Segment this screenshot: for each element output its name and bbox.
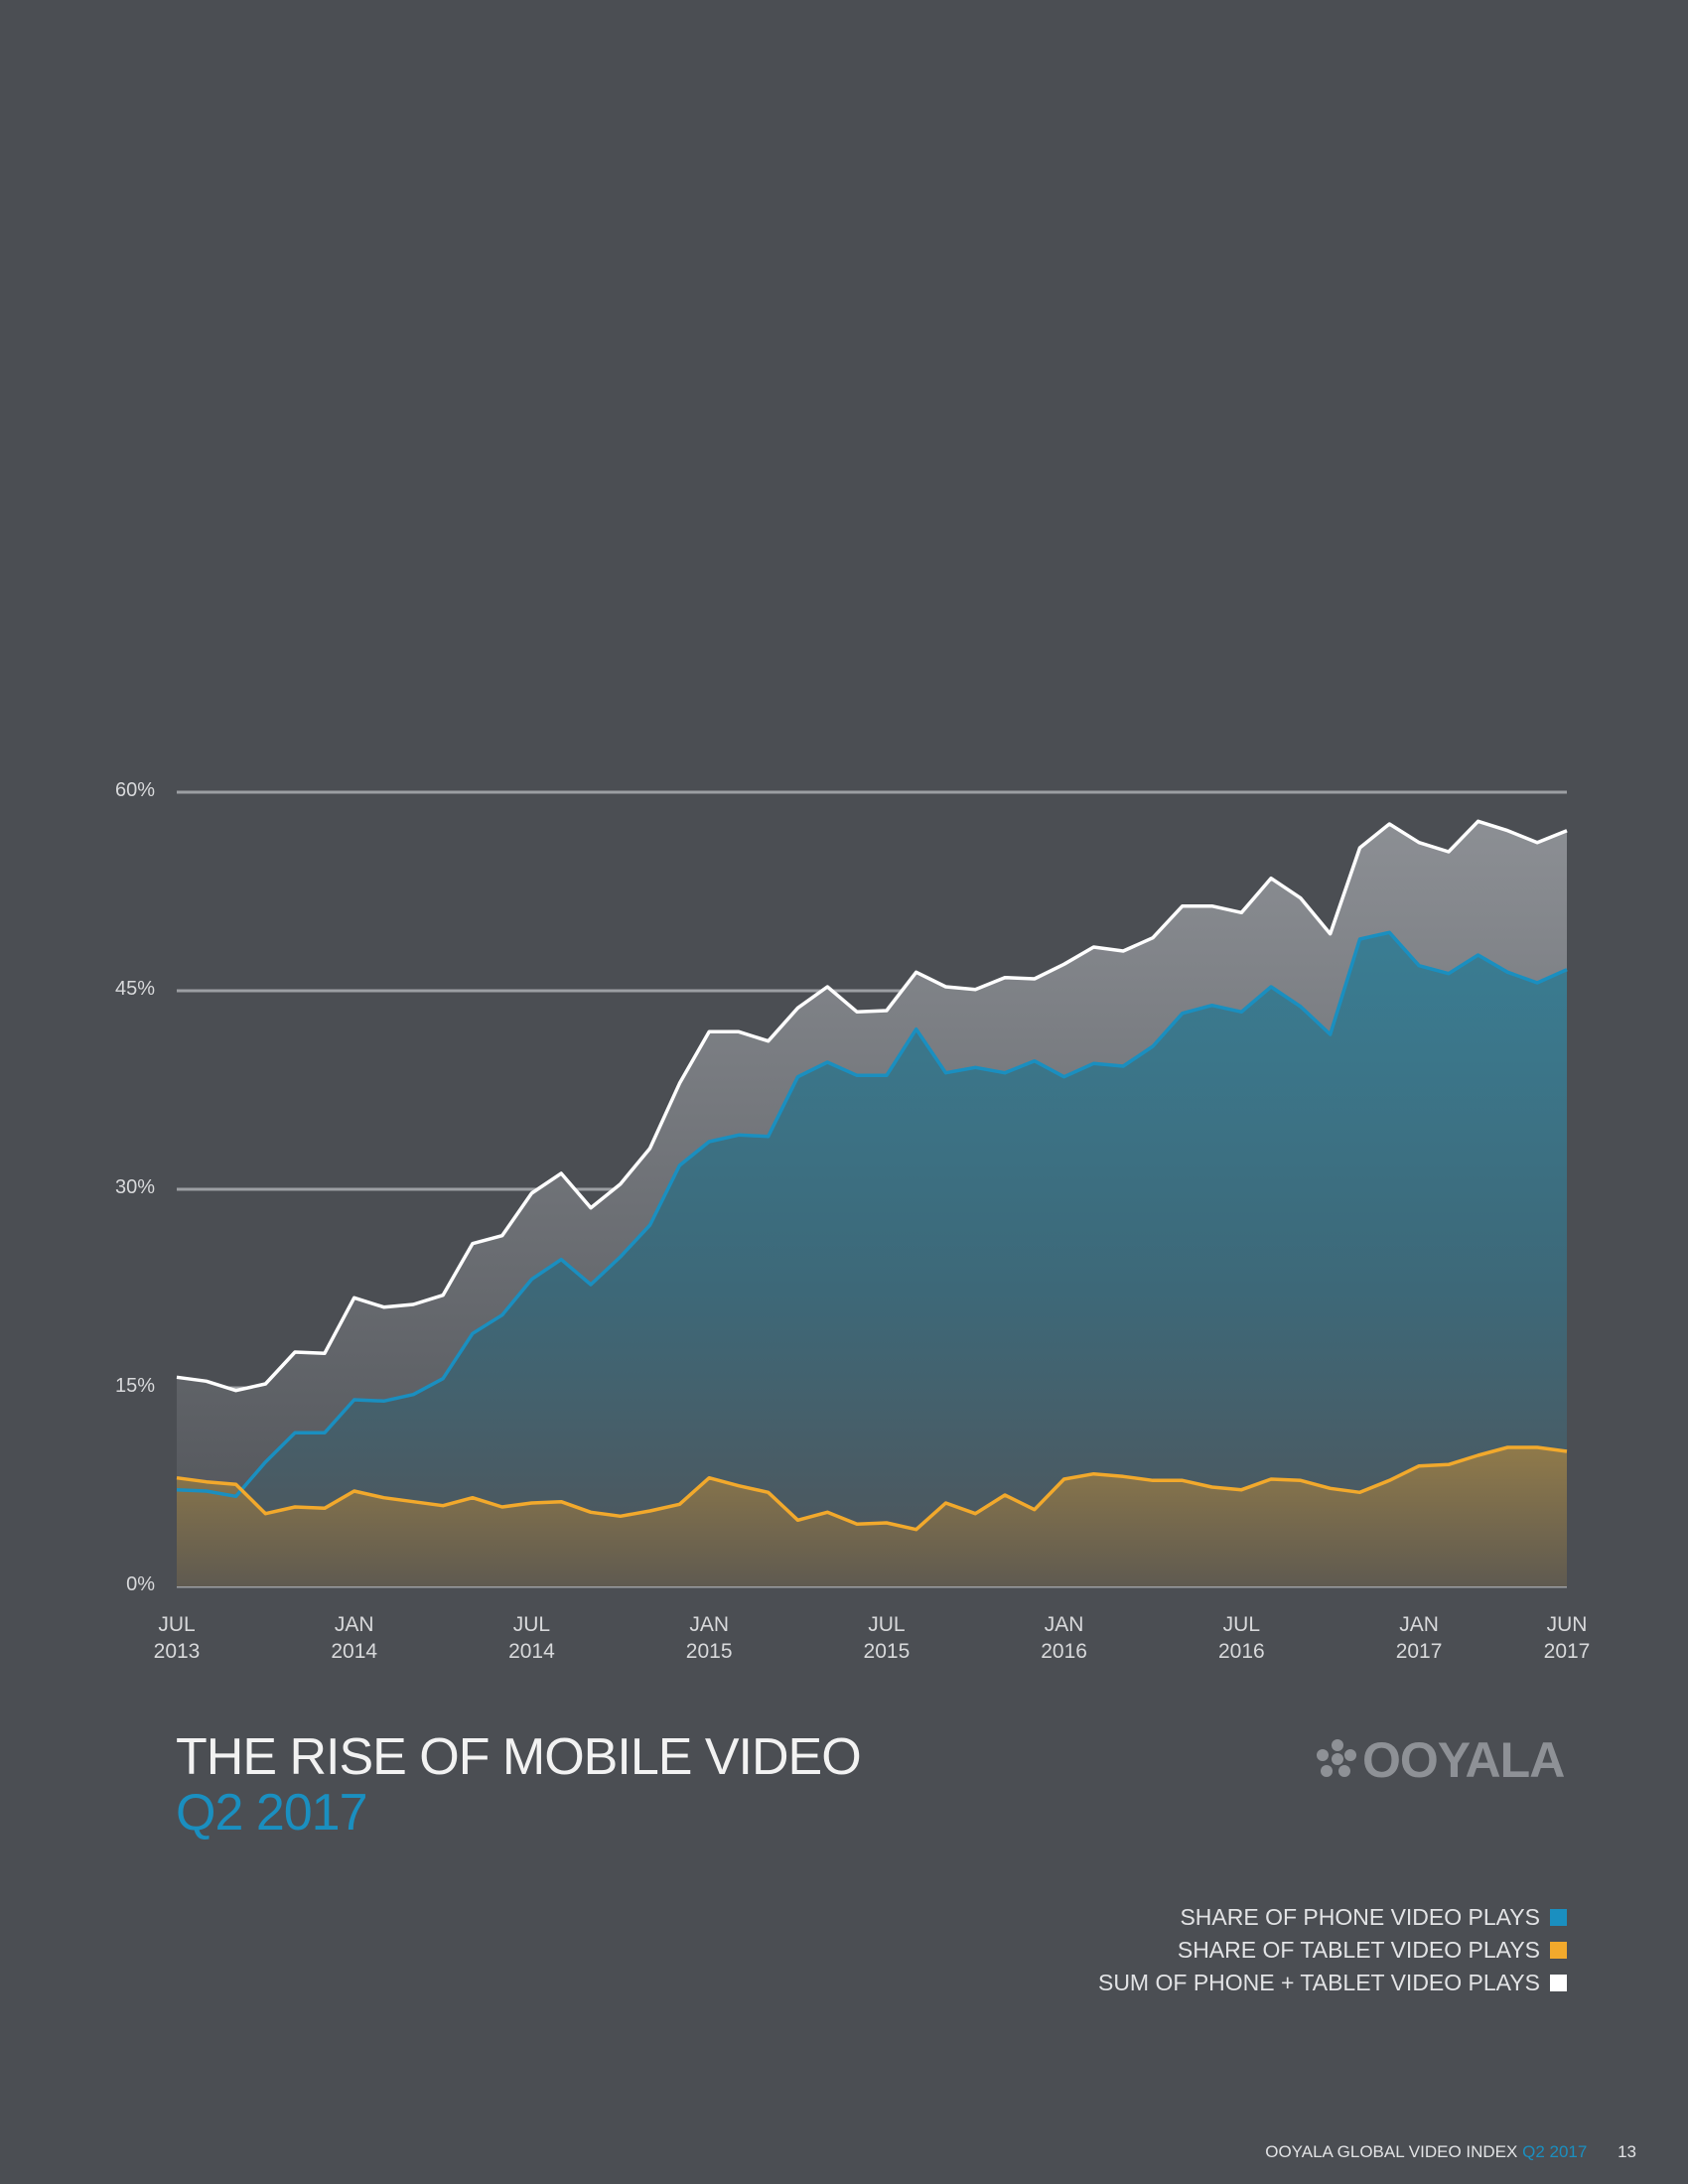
chart-title-block: THE RISE OF MOBILE VIDEO Q2 2017 — [176, 1728, 862, 1842]
legend-swatch-sum — [1550, 1975, 1567, 1991]
x-tick-year: 2017 — [1544, 1640, 1591, 1663]
legend-label: SHARE OF TABLET VIDEO PLAYS — [1177, 1937, 1540, 1963]
x-tick-month: JUL — [1223, 1613, 1260, 1636]
x-tick-year: 2016 — [1041, 1640, 1087, 1663]
footer-quarter: Q2 2017 — [1522, 2142, 1588, 2161]
legend-item-tablet: SHARE OF TABLET VIDEO PLAYS — [1098, 1934, 1567, 1967]
plot-area — [177, 821, 1567, 1586]
y-tick-label: 0% — [126, 1573, 155, 1595]
logo-text: OOYALA — [1362, 1732, 1565, 1788]
y-tick-label: 15% — [115, 1375, 155, 1397]
x-tick-year: 2015 — [864, 1640, 911, 1663]
legend-label: SUM OF PHONE + TABLET VIDEO PLAYS — [1097, 1970, 1540, 1995]
x-tick-year: 2016 — [1218, 1640, 1265, 1663]
chart-title: THE RISE OF MOBILE VIDEO — [176, 1728, 862, 1786]
x-tick-month: JAN — [335, 1613, 374, 1636]
y-tick-label: 60% — [115, 779, 155, 801]
x-tick-month: JAN — [689, 1613, 729, 1636]
line-phone — [176, 930, 1568, 1499]
legend-label: SHARE OF PHONE VIDEO PLAYS — [1180, 1904, 1540, 1930]
x-tick-year: 2014 — [331, 1640, 377, 1663]
legend: SHARE OF PHONE VIDEO PLAYS SHARE OF TABL… — [1098, 1901, 1567, 1999]
legend-item-sum: SUM OF PHONE + TABLET VIDEO PLAYS — [1098, 1967, 1567, 1999]
axis-labels: 0% 15% 30% 45% 60% JUL 2013 JAN 2014 JUL 2014 JAN 20… — [115, 779, 1590, 1663]
y-tick-label: 45% — [115, 978, 155, 1000]
x-tick-year: 2014 — [508, 1640, 555, 1663]
ooyala-logo: OOYALA — [1317, 1732, 1565, 1788]
area-phone — [177, 932, 1567, 1586]
x-tick-month: JUL — [513, 1613, 550, 1636]
x-tick-month: JUL — [158, 1613, 195, 1636]
x-tick-year: 2017 — [1396, 1640, 1443, 1663]
chart-subtitle: Q2 2017 — [176, 1784, 367, 1842]
legend-swatch-tablet — [1550, 1942, 1567, 1959]
line-tablet — [176, 1445, 1568, 1532]
x-tick-month: JUN — [1547, 1613, 1588, 1636]
footer-report-name: OOYALA GLOBAL VIDEO INDEX — [1265, 2142, 1518, 2161]
y-tick-label: 30% — [115, 1176, 155, 1198]
legend-swatch-phone — [1550, 1909, 1567, 1926]
x-tick-month: JUL — [868, 1613, 905, 1636]
page-number: 13 — [1618, 2142, 1636, 2161]
area-tablet — [177, 1447, 1567, 1586]
series-lines — [176, 819, 1568, 1532]
logo-dots-icon — [1317, 1739, 1358, 1781]
x-tick-month: JAN — [1045, 1613, 1084, 1636]
legend-item-phone: SHARE OF PHONE VIDEO PLAYS — [1098, 1901, 1567, 1934]
page-footer: OOYALA GLOBAL VIDEO INDEX Q2 2017 13 — [1265, 2142, 1636, 2162]
x-tick-month: JAN — [1399, 1613, 1439, 1636]
x-tick-year: 2013 — [154, 1640, 201, 1663]
x-tick-year: 2015 — [686, 1640, 733, 1663]
line-sum — [176, 819, 1568, 1393]
